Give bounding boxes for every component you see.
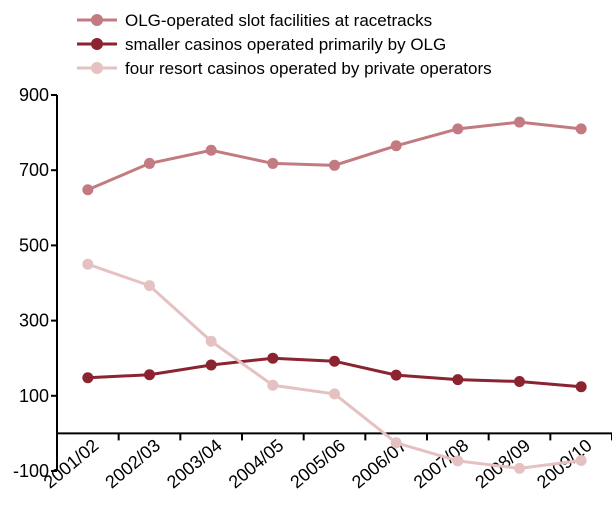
x-tick-label: 2005/06	[286, 435, 349, 492]
x-tick-label: 2001/02	[40, 435, 103, 492]
x-tick-label: 2007/08	[410, 435, 473, 492]
legend-marker	[91, 62, 103, 74]
x-tick-label: 2002/03	[101, 435, 164, 492]
data-point	[329, 355, 340, 367]
data-point	[575, 123, 587, 135]
y-tick-label: 700	[19, 160, 49, 180]
data-point	[329, 388, 340, 400]
data-point	[390, 437, 402, 449]
data-point	[144, 280, 155, 292]
legend-label: four resort casinos operated by private …	[125, 59, 492, 78]
y-tick-label: -100	[13, 461, 49, 481]
data-point	[267, 352, 279, 364]
data-point	[82, 372, 94, 384]
data-point	[452, 455, 464, 467]
x-tick-label: 2004/05	[225, 435, 288, 492]
data-point	[82, 184, 94, 196]
data-point	[514, 116, 525, 128]
y-tick-label: 500	[19, 235, 49, 255]
data-point	[205, 359, 217, 371]
data-point	[205, 144, 217, 156]
y-tick-label: 100	[19, 386, 49, 406]
data-point	[514, 462, 525, 474]
data-point	[390, 140, 402, 152]
series-line	[87, 120, 582, 192]
legend-label: smaller casinos operated primarily by OL…	[125, 35, 446, 54]
y-tick-label: 300	[19, 311, 49, 331]
x-tick-label: 2003/04	[163, 435, 226, 492]
data-point	[575, 381, 587, 393]
legend-marker	[91, 14, 103, 26]
data-point	[144, 157, 155, 169]
legend-label: OLG-operated slot facilities at racetrac…	[125, 11, 432, 30]
y-tick-label: 900	[19, 85, 49, 105]
data-point	[82, 258, 94, 270]
data-point	[267, 379, 279, 391]
data-point	[452, 374, 464, 386]
data-point	[452, 123, 464, 135]
data-point	[205, 335, 217, 347]
data-point	[575, 454, 587, 466]
data-point	[267, 157, 279, 169]
data-point	[390, 369, 402, 381]
legend-marker	[91, 38, 103, 50]
data-point	[144, 369, 155, 381]
data-point	[514, 376, 525, 388]
data-point	[329, 159, 340, 171]
